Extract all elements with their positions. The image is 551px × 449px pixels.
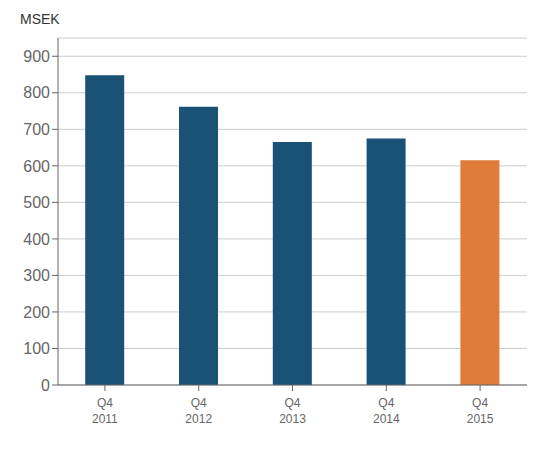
svg-text:600: 600 <box>23 158 50 175</box>
svg-text:Q42014: Q42014 <box>373 396 400 426</box>
svg-text:300: 300 <box>23 267 50 284</box>
svg-text:0: 0 <box>41 377 50 394</box>
svg-text:800: 800 <box>23 84 50 101</box>
svg-text:Q42011: Q42011 <box>92 396 118 426</box>
svg-text:Q42013: Q42013 <box>279 396 306 426</box>
html-text:MSEK: MSEK <box>20 11 60 27</box>
svg-text:200: 200 <box>23 304 50 321</box>
svg-text:500: 500 <box>23 194 50 211</box>
svg-text:400: 400 <box>23 231 50 248</box>
svg-text:Q42012: Q42012 <box>185 396 212 426</box>
svg-text:Q42015: Q42015 <box>467 396 494 426</box>
svg-text:900: 900 <box>23 48 50 65</box>
svg-text:700: 700 <box>23 121 50 138</box>
svg-text:100: 100 <box>23 340 50 357</box>
